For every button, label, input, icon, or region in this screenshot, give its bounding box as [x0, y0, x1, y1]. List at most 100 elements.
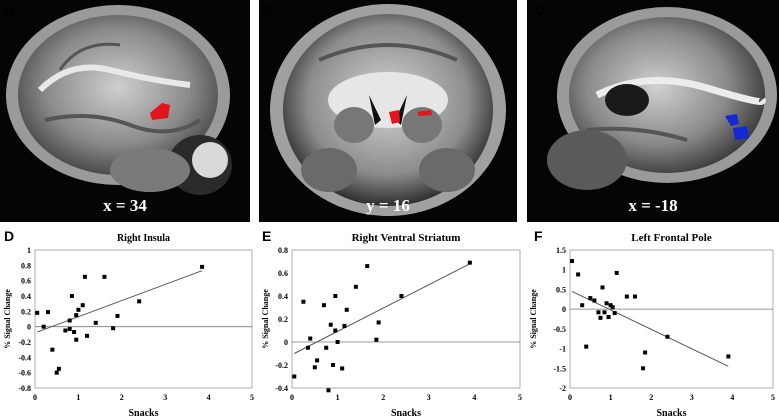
y-tick-label: 0.6 — [278, 269, 288, 278]
data-point — [726, 354, 731, 359]
y-tick-label: -0.5 — [553, 325, 566, 334]
x-tick-label: 1 — [609, 393, 613, 402]
y-tick-label: -0.6 — [18, 369, 31, 378]
mri-sagittal-right: x = 34 — [0, 0, 250, 222]
data-point — [344, 307, 349, 312]
activation-cluster-red-left — [389, 110, 400, 124]
data-point — [102, 274, 107, 279]
y-tick-label: -0.8 — [18, 384, 31, 393]
sagittal-brain-illustration — [0, 0, 250, 222]
data-point — [641, 366, 646, 371]
data-point — [612, 311, 617, 316]
chart-svg-f: -2 -1.5 -1 -0.5 0 0.5 1 1.5 0 1 2 3 4 5 Left Frontal P… — [529, 232, 775, 419]
sagittal-left-brain-illustration — [527, 0, 779, 222]
x-tick-label: 3 — [427, 393, 431, 402]
data-point — [315, 358, 320, 363]
y-tick-label: 1.5 — [556, 246, 566, 255]
x-tick-label: 3 — [163, 393, 167, 402]
x-tick-label: 5 — [250, 393, 254, 402]
data-point — [399, 294, 404, 298]
data-point — [604, 301, 609, 306]
y-tick-label: 0.8 — [278, 246, 288, 255]
y-tick-label: 0 — [562, 305, 566, 314]
y-tick-label: -0.4 — [275, 384, 288, 393]
activation-cluster-red — [150, 103, 170, 120]
x-tick-label: 1 — [76, 393, 80, 402]
data-point — [467, 260, 472, 265]
activation-cluster-blue-lower — [733, 126, 749, 140]
data-point — [301, 299, 306, 304]
y-tick-label: 0.2 — [278, 315, 288, 324]
y-tick-label: 1 — [562, 266, 566, 275]
data-point — [665, 334, 670, 339]
y-tick-label: 0.6 — [21, 277, 31, 286]
y-tick-label: 0 — [27, 323, 31, 332]
data-point — [624, 294, 629, 299]
data-point — [76, 307, 81, 312]
data-point — [312, 365, 317, 370]
x-tick-label: 0 — [290, 393, 294, 402]
x-tick-label: 4 — [472, 393, 476, 402]
y-tick-label: 0.5 — [556, 285, 566, 294]
data-point — [321, 303, 326, 308]
y-tick-label: -2 — [559, 384, 566, 393]
data-point — [93, 320, 98, 325]
y-tick-label: -0.4 — [18, 353, 31, 362]
panel-letter-a: A — [4, 2, 15, 18]
y-tick-label: -1.5 — [553, 364, 566, 373]
data-point — [598, 315, 603, 320]
x-tick-label: 2 — [120, 393, 124, 402]
mri-sagittal-left: x = -18 — [527, 0, 779, 222]
plot-frame — [569, 249, 774, 389]
x-axis-label: Snacks — [656, 408, 686, 419]
data-point — [305, 345, 310, 350]
scatter-chart-left-frontal-pole: -2 -1.5 -1 -0.5 0 0.5 1 1.5 0 1 2 3 4 5 Left Frontal P… — [526, 228, 779, 419]
y-axis-label: % Signal Change — [261, 289, 270, 349]
data-point — [596, 310, 601, 315]
y-tick-label: -1 — [559, 345, 566, 354]
data-point — [333, 294, 338, 298]
data-point — [80, 303, 85, 308]
data-point — [137, 299, 142, 304]
panel-letter-f: F — [534, 228, 543, 244]
x-tick-label: 4 — [730, 393, 734, 402]
x-tick-label: 3 — [690, 393, 694, 402]
data-point — [570, 259, 575, 264]
data-point — [46, 310, 51, 315]
slice-label-c: x = -18 — [628, 196, 678, 215]
y-tick-label: 0.4 — [278, 292, 288, 301]
slice-label-a: x = 34 — [103, 196, 147, 215]
scatter-chart-right-insula: -0.8 -0.6 -0.4 -0.2 0 0.2 0.4 0.6 0.8 1 0 1 2 3 4 5 Righ… — [0, 228, 258, 419]
y-tick-label: 0.8 — [21, 261, 31, 270]
data-point — [610, 305, 615, 310]
data-point — [326, 388, 331, 393]
plot-frame — [291, 249, 521, 389]
panel-letter-d: D — [4, 228, 15, 244]
data-point — [333, 328, 338, 333]
chart-title: Right Insula — [117, 233, 170, 244]
plot-frame — [34, 249, 253, 389]
data-point — [643, 350, 648, 355]
data-point — [614, 270, 619, 275]
data-point — [324, 345, 329, 350]
data-point — [115, 313, 120, 318]
data-point — [602, 310, 607, 315]
data-point — [69, 294, 74, 298]
panel-letter-e: E — [262, 228, 272, 244]
data-point — [50, 347, 55, 352]
data-point — [200, 264, 205, 269]
x-axis-label: Snacks — [128, 408, 158, 419]
data-point — [588, 296, 593, 301]
data-point — [63, 328, 68, 333]
data-point — [85, 333, 90, 338]
data-point — [600, 285, 605, 290]
data-point — [632, 294, 637, 299]
x-axis-label: Snacks — [391, 408, 421, 419]
data-point — [365, 264, 370, 269]
data-point — [82, 274, 87, 279]
data-point — [606, 315, 611, 320]
data-point — [74, 313, 79, 318]
y-tick-label: 1 — [27, 246, 31, 255]
data-point — [67, 318, 72, 323]
chart-svg-e: -0.4 -0.2 0 0.2 0.4 0.6 0.8 0 1 2 3 4 5 Right Ventral… — [261, 232, 522, 419]
